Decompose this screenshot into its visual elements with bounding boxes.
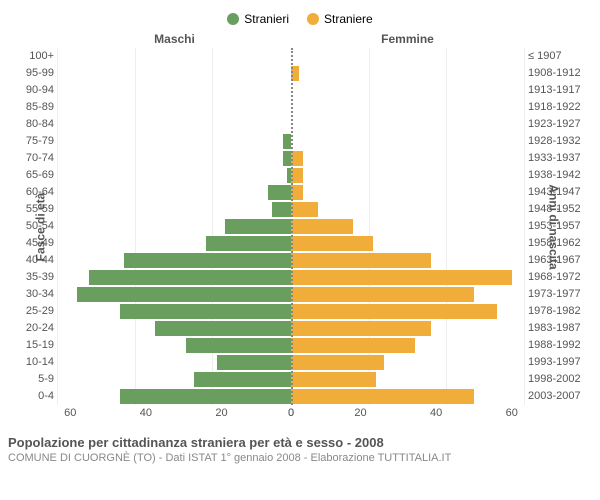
- bar-male: [124, 253, 291, 268]
- bar-female: [291, 270, 512, 285]
- legend-item-male: Stranieri: [227, 12, 289, 26]
- y-label-age: 0-4: [8, 388, 54, 405]
- x-tick: 0: [288, 407, 294, 419]
- chart-area: Fasce di età Anni di nascita 100+95-9990…: [8, 48, 592, 405]
- bars-male: [58, 48, 291, 405]
- y-label-birth: 1978-1982: [528, 303, 592, 320]
- y-label-age: 75-79: [8, 133, 54, 150]
- y-label-age: 70-74: [8, 150, 54, 167]
- bar-male: [120, 389, 291, 404]
- y-label-birth: 1933-1937: [528, 150, 592, 167]
- legend: Stranieri Straniere: [8, 12, 592, 26]
- legend-item-female: Straniere: [307, 12, 373, 26]
- bar-male: [194, 372, 291, 387]
- y-label-birth: 1908-1912: [528, 65, 592, 82]
- x-tick: 40: [140, 407, 152, 419]
- y-axis-title-right: Anni di nascita: [546, 184, 560, 269]
- bar-male: [283, 151, 291, 166]
- x-tick: 20: [215, 407, 227, 419]
- bar-female: [291, 389, 474, 404]
- bar-male: [225, 219, 291, 234]
- bar-female: [291, 321, 431, 336]
- bar-female: [291, 202, 318, 217]
- bar-male: [268, 185, 291, 200]
- x-tick: 40: [430, 407, 442, 419]
- x-tick: 60: [506, 407, 518, 419]
- y-label-birth: 1923-1927: [528, 116, 592, 133]
- bar-female: [291, 304, 497, 319]
- bar-female: [291, 236, 373, 251]
- bar-female: [291, 338, 415, 353]
- y-label-age: 100+: [8, 48, 54, 65]
- y-label-birth: 1998-2002: [528, 371, 592, 388]
- y-label-age: 80-84: [8, 116, 54, 133]
- swatch-female: [307, 13, 319, 25]
- legend-label-male: Stranieri: [244, 12, 289, 26]
- bar-female: [291, 219, 353, 234]
- y-label-age: 20-24: [8, 320, 54, 337]
- bar-female: [291, 287, 474, 302]
- chart-subtitle: COMUNE DI CUORGNÈ (TO) - Dati ISTAT 1° g…: [8, 452, 592, 464]
- header-female: Femmine: [291, 32, 524, 46]
- bar-male: [272, 202, 291, 217]
- x-axis-left: 0 20 40 60: [58, 407, 291, 419]
- chart-title: Popolazione per cittadinanza straniera p…: [8, 435, 592, 450]
- legend-label-female: Straniere: [324, 12, 373, 26]
- y-label-age: 30-34: [8, 286, 54, 303]
- y-label-birth: 1913-1917: [528, 82, 592, 99]
- y-axis-title-left: Fasce di età: [33, 192, 47, 261]
- bar-male: [89, 270, 291, 285]
- bar-male: [186, 338, 291, 353]
- bar-male: [283, 134, 291, 149]
- center-divider: [291, 48, 293, 405]
- bar-male: [206, 236, 291, 251]
- y-label-age: 90-94: [8, 82, 54, 99]
- y-label-age: 5-9: [8, 371, 54, 388]
- bar-male: [155, 321, 291, 336]
- x-tick: 20: [354, 407, 366, 419]
- y-label-birth: 1938-1942: [528, 167, 592, 184]
- bar-male: [217, 355, 291, 370]
- y-label-birth: 1973-1977: [528, 286, 592, 303]
- y-label-birth: 1918-1922: [528, 99, 592, 116]
- y-label-age: 25-29: [8, 303, 54, 320]
- y-label-age: 85-89: [8, 99, 54, 116]
- bars-female: [291, 48, 524, 405]
- y-label-birth: 1993-1997: [528, 354, 592, 371]
- y-label-birth: 1988-1992: [528, 337, 592, 354]
- header-male: Maschi: [58, 32, 291, 46]
- bar-male: [120, 304, 291, 319]
- chart-container: Stranieri Straniere Maschi Femmine Fasce…: [0, 0, 600, 500]
- y-label-age: 15-19: [8, 337, 54, 354]
- bars-area: [58, 48, 524, 405]
- y-label-age: 65-69: [8, 167, 54, 184]
- x-axis: 0 20 40 60 0 20 40 60: [8, 407, 592, 419]
- y-label-birth: 1983-1987: [528, 320, 592, 337]
- x-tick: 60: [64, 407, 76, 419]
- bar-female: [291, 372, 376, 387]
- y-label-age: 10-14: [8, 354, 54, 371]
- y-label-birth: 2003-2007: [528, 388, 592, 405]
- y-label-age: 35-39: [8, 269, 54, 286]
- y-label-birth: ≤ 1907: [528, 48, 592, 65]
- column-headers: Maschi Femmine: [8, 32, 592, 46]
- x-axis-right: 0 20 40 60: [291, 407, 524, 419]
- bar-female: [291, 355, 384, 370]
- y-label-age: 95-99: [8, 65, 54, 82]
- bar-female: [291, 253, 431, 268]
- y-label-birth: 1968-1972: [528, 269, 592, 286]
- y-label-birth: 1928-1932: [528, 133, 592, 150]
- bar-male: [77, 287, 291, 302]
- swatch-male: [227, 13, 239, 25]
